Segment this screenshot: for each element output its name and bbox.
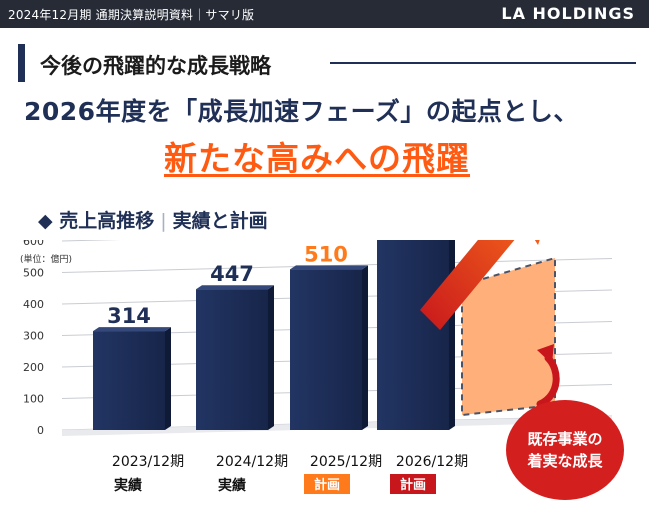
y-tick-label: 500: [23, 267, 44, 280]
growth-arrow-icon: [420, 240, 540, 330]
chart-title: ◆ 売上高推移 | 実績と計画: [38, 210, 268, 232]
top-bar: 2024年12月期 通期決算説明資料｜サマリ版 LA HOLDINGS: [0, 0, 649, 28]
document-label: 2024年12月期 通期決算説明資料｜サマリ版: [8, 8, 255, 22]
data-label: 447: [210, 262, 254, 286]
bar: [93, 331, 165, 430]
revenue-chart: (単位：億円)010020030040050060070031444751061…: [20, 240, 613, 494]
y-tick-label: 600: [23, 240, 44, 248]
x-tick-label: 2023/12期: [112, 454, 184, 470]
bar-side: [362, 265, 368, 430]
category-tag-box: [304, 474, 350, 494]
badge-line-1: 既存事業の: [527, 430, 603, 448]
x-tick-label: 2026/12期: [396, 454, 468, 470]
headline-line-2: 新たな高みへの飛躍: [164, 139, 470, 178]
category-tag: 実績: [218, 477, 246, 494]
category-tag-box: [390, 474, 436, 494]
chart-title-main: ◆ 売上高推移: [38, 210, 155, 232]
y-tick-label: 0: [37, 424, 44, 437]
data-label: 314: [107, 304, 151, 328]
section-title: 今後の飛躍的な成長戦略: [40, 54, 271, 78]
headline-underline: [164, 174, 470, 177]
y-tick-label: 400: [23, 298, 44, 311]
y-tick-label: 100: [23, 393, 44, 406]
bar-side: [268, 285, 274, 430]
bar-side: [165, 327, 171, 430]
gridline: [61, 240, 121, 242]
x-tick-label: 2024/12期: [216, 454, 288, 470]
bar-top: [290, 265, 368, 270]
x-tick-label: 2025/12期: [310, 454, 382, 470]
y-tick-label: 200: [23, 361, 44, 374]
badge-line-2: 着実な成長: [527, 452, 603, 470]
headline-line-1: 2026年度を「成長加速フェーズ」の起点とし、: [24, 97, 579, 126]
category-tag: 計画: [400, 477, 426, 493]
section-divider: [330, 62, 636, 64]
bar: [196, 289, 268, 430]
bar: [377, 240, 449, 430]
curved-arrow-head-icon: [537, 344, 554, 364]
bar-top: [93, 327, 171, 332]
y-tick-label: 300: [23, 330, 44, 343]
category-tag: 計画: [314, 477, 340, 493]
section-accent-bar: [18, 44, 25, 82]
bar: [290, 269, 362, 430]
steady-growth-badge: 既存事業の 着実な成長: [506, 400, 624, 500]
bar-side: [449, 240, 455, 430]
data-label: 510: [304, 242, 348, 266]
bar-top: [196, 285, 274, 290]
unit-label: (単位：億円): [20, 253, 72, 265]
company-logo: LA HOLDINGS: [501, 4, 635, 23]
category-tag: 実績: [114, 477, 142, 494]
chart-title-sub: 実績と計画: [172, 210, 268, 232]
